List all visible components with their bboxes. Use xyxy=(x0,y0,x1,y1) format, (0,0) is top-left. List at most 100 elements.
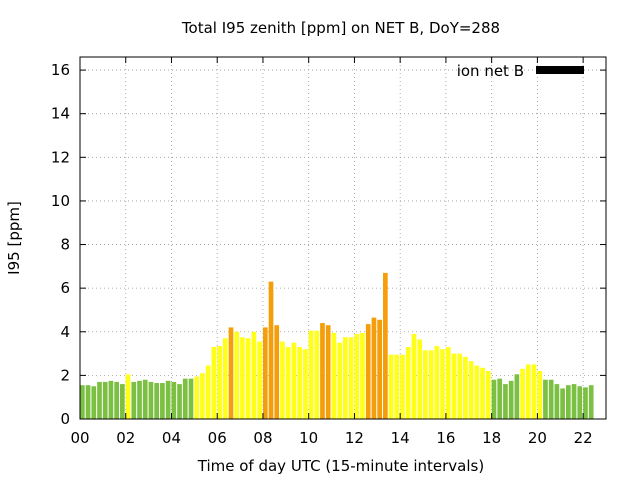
bar xyxy=(583,387,588,419)
x-tick-label: 16 xyxy=(436,429,455,447)
bar xyxy=(474,365,480,419)
bar xyxy=(520,368,525,419)
bar xyxy=(411,333,417,419)
bar xyxy=(200,373,205,419)
bar xyxy=(554,384,560,419)
bar xyxy=(560,388,565,419)
bar xyxy=(222,338,228,419)
legend-label: ion net B xyxy=(457,62,524,80)
bar xyxy=(217,345,222,419)
bar xyxy=(514,374,520,419)
bar xyxy=(463,356,468,419)
y-tick-label: 16 xyxy=(51,61,70,79)
y-tick-label: 8 xyxy=(60,236,70,254)
bar xyxy=(497,378,503,419)
bar xyxy=(577,386,583,419)
plot-frame xyxy=(79,56,607,420)
bar xyxy=(543,379,548,419)
bar xyxy=(405,347,411,419)
y-tick-label: 0 xyxy=(60,410,70,428)
x-tick-label: 20 xyxy=(528,429,547,447)
bar xyxy=(165,380,171,419)
bar xyxy=(274,325,280,419)
legend-swatch xyxy=(536,66,584,74)
bar xyxy=(80,385,85,419)
bar xyxy=(417,339,423,419)
bar xyxy=(280,341,285,419)
bar xyxy=(154,383,160,419)
bar xyxy=(537,371,543,419)
bar xyxy=(588,385,594,419)
bar xyxy=(234,331,240,419)
bar xyxy=(177,384,182,419)
bar xyxy=(394,354,400,419)
y-tick-label: 6 xyxy=(60,279,70,297)
bar xyxy=(383,272,388,419)
bar xyxy=(468,361,474,419)
grid-lines xyxy=(80,57,606,419)
axis-ticks xyxy=(79,57,606,420)
x-tick-label: 00 xyxy=(70,429,89,447)
x-tick-label: 04 xyxy=(162,429,181,447)
bar xyxy=(291,342,297,419)
bar xyxy=(365,324,371,419)
bar xyxy=(423,350,428,419)
y-tick-label: 10 xyxy=(51,192,70,210)
bar xyxy=(337,342,342,419)
bar xyxy=(188,378,194,419)
x-tick-labels: 00 02 04 06 08 10 12 14 16 18 20 22 xyxy=(70,429,592,447)
bar xyxy=(434,345,440,419)
x-tick-label: 12 xyxy=(345,429,364,447)
bar xyxy=(348,337,354,419)
x-tick-label: 18 xyxy=(482,429,501,447)
bar xyxy=(400,354,405,419)
y-tick-label: 12 xyxy=(51,148,70,166)
bar xyxy=(445,347,451,419)
y-tick-label: 14 xyxy=(51,105,70,123)
bar xyxy=(531,364,537,419)
bar xyxy=(142,379,148,419)
x-tick-label: 14 xyxy=(391,429,410,447)
bar xyxy=(302,349,308,419)
bar xyxy=(245,338,251,419)
bar xyxy=(211,347,217,419)
bar xyxy=(257,341,262,419)
x-tick-label: 06 xyxy=(208,429,227,447)
bar xyxy=(508,380,514,419)
y-tick-label: 2 xyxy=(60,366,70,384)
bar xyxy=(525,364,531,419)
bar xyxy=(268,281,274,419)
bar xyxy=(108,380,114,419)
bar xyxy=(308,330,314,419)
bar xyxy=(325,325,331,419)
x-tick-label: 08 xyxy=(253,429,272,447)
bar xyxy=(354,333,360,419)
bar xyxy=(428,350,434,419)
bar xyxy=(114,381,119,419)
bar xyxy=(194,376,200,419)
bar xyxy=(131,381,137,419)
bar xyxy=(205,365,211,419)
bar xyxy=(331,332,337,419)
bar xyxy=(343,337,348,419)
bar xyxy=(148,381,154,419)
bar xyxy=(388,354,394,419)
bar xyxy=(85,385,91,419)
x-tick-label: 02 xyxy=(116,429,135,447)
bar xyxy=(571,384,577,419)
bar xyxy=(548,379,554,419)
bar xyxy=(565,385,571,419)
bar xyxy=(377,319,382,419)
bar xyxy=(120,384,125,419)
bar xyxy=(360,332,365,419)
bar xyxy=(440,349,445,419)
bar xyxy=(171,381,177,419)
bar xyxy=(97,381,102,419)
bar xyxy=(251,331,257,419)
bar xyxy=(182,378,188,419)
bar xyxy=(262,327,268,419)
bar xyxy=(137,380,142,419)
legend: ion net B xyxy=(457,62,584,80)
bar xyxy=(480,367,485,419)
